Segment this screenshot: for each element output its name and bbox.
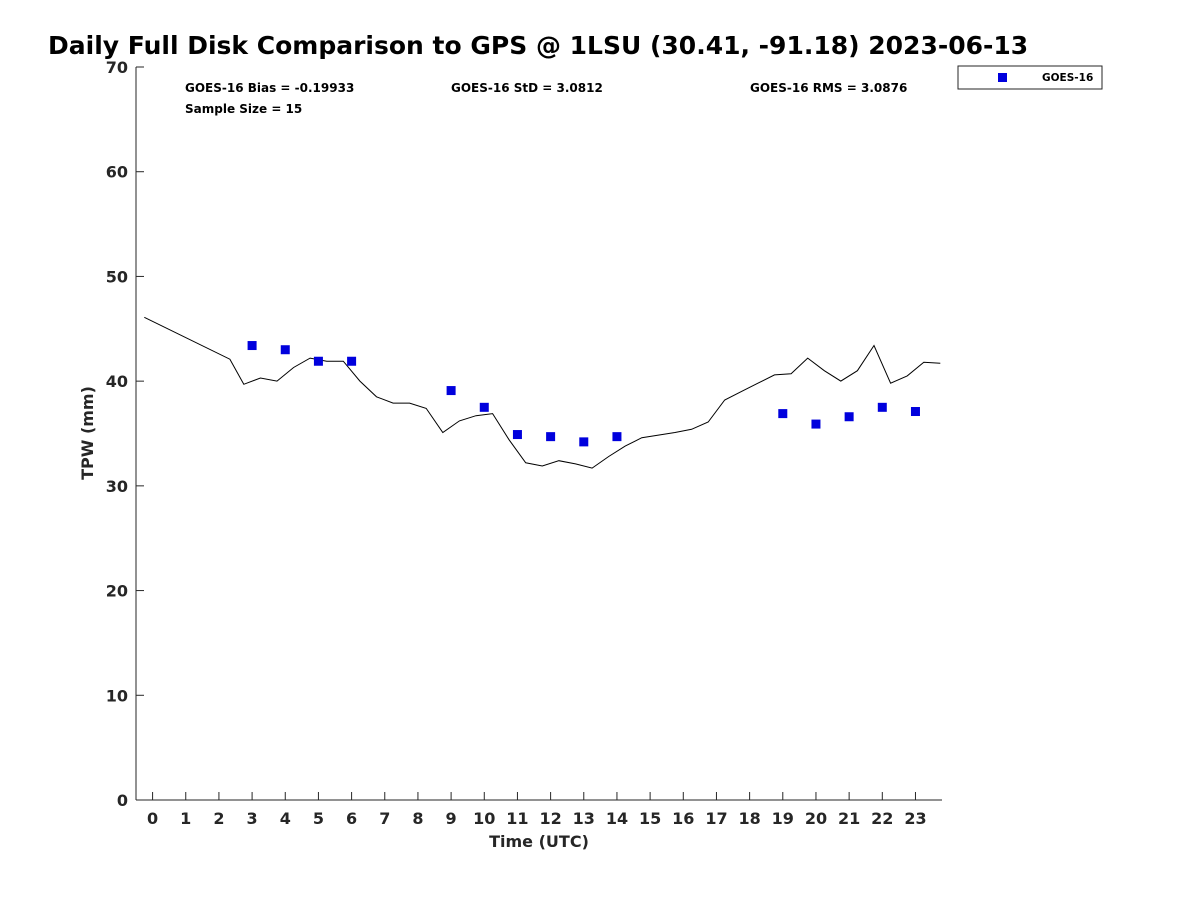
x-tick-label: 8 xyxy=(412,809,423,828)
x-tick-label: 2 xyxy=(213,809,224,828)
goes16-data-point xyxy=(844,412,854,422)
x-tick-label: 9 xyxy=(446,809,457,828)
goes16-data-point xyxy=(347,356,357,366)
y-tick-label: 10 xyxy=(106,686,128,705)
stat-rms: GOES-16 RMS = 3.0876 xyxy=(750,81,907,95)
y-tick-label: 40 xyxy=(106,372,128,391)
x-tick-label: 0 xyxy=(147,809,158,828)
stat-std: GOES-16 StD = 3.0812 xyxy=(451,81,603,95)
stat-sample-size: Sample Size = 15 xyxy=(185,102,302,116)
goes16-data-point xyxy=(877,402,887,412)
chart-title: Daily Full Disk Comparison to GPS @ 1LSU… xyxy=(48,31,1028,60)
x-tick-label: 17 xyxy=(705,809,727,828)
legend: GOES-16 xyxy=(957,65,1103,90)
goes16-data-point xyxy=(910,407,920,417)
goes16-data-point xyxy=(778,409,788,419)
x-tick-label: 11 xyxy=(506,809,528,828)
x-tick-label: 18 xyxy=(738,809,760,828)
y-axis-label: TPW (mm) xyxy=(78,386,97,480)
y-ticks: 0 10 20 30 40 50 60 70 xyxy=(106,58,144,810)
x-tick-label: 22 xyxy=(871,809,893,828)
x-tick-label: 5 xyxy=(313,809,324,828)
gps-line-series xyxy=(144,316,941,469)
x-tick-label: 19 xyxy=(772,809,794,828)
x-tick-label: 10 xyxy=(473,809,495,828)
x-axis-label: Time (UTC) xyxy=(489,832,589,851)
x-tick-label: 21 xyxy=(838,809,860,828)
y-tick-label: 50 xyxy=(106,267,128,286)
goes16-markers xyxy=(247,341,920,447)
goes16-data-point xyxy=(446,386,456,396)
y-tick-label: 70 xyxy=(106,58,128,77)
goes16-data-point xyxy=(313,356,323,366)
x-tick-label: 3 xyxy=(247,809,258,828)
legend-label-goes16: GOES-16 xyxy=(1042,72,1093,84)
goes16-data-point xyxy=(546,432,556,442)
goes16-data-point xyxy=(579,437,589,447)
x-tick-label: 23 xyxy=(904,809,926,828)
y-tick-label: 60 xyxy=(106,163,128,182)
x-tick-label: 4 xyxy=(280,809,291,828)
x-tick-label: 13 xyxy=(573,809,595,828)
y-tick-label: 0 xyxy=(117,791,128,810)
goes16-data-point xyxy=(247,341,257,351)
x-ticks: 0 1 2 3 4 5 6 7 8 9 10 11 12 13 14 15 16 17 18 19 20 21 22 23 xyxy=(147,792,927,828)
y-tick-label: 20 xyxy=(106,582,128,601)
goes16-data-point xyxy=(479,402,489,412)
stats-annotations: GOES-16 Bias = -0.19933 GOES-16 StD = 3.… xyxy=(185,81,907,116)
goes16-data-point xyxy=(280,345,290,355)
legend-marker xyxy=(998,73,1007,82)
stat-bias: GOES-16 Bias = -0.19933 xyxy=(185,81,354,95)
goes16-data-point xyxy=(811,419,821,429)
x-tick-label: 15 xyxy=(639,809,661,828)
x-tick-label: 6 xyxy=(346,809,357,828)
goes16-data-point xyxy=(612,432,622,442)
x-tick-label: 16 xyxy=(672,809,694,828)
x-tick-label: 1 xyxy=(180,809,191,828)
legend-box xyxy=(957,65,1103,90)
x-tick-label: 14 xyxy=(606,809,628,828)
x-tick-label: 12 xyxy=(539,809,561,828)
goes16-data-point xyxy=(512,430,522,440)
x-tick-label: 7 xyxy=(379,809,390,828)
y-tick-label: 30 xyxy=(106,477,128,496)
x-tick-label: 20 xyxy=(805,809,827,828)
